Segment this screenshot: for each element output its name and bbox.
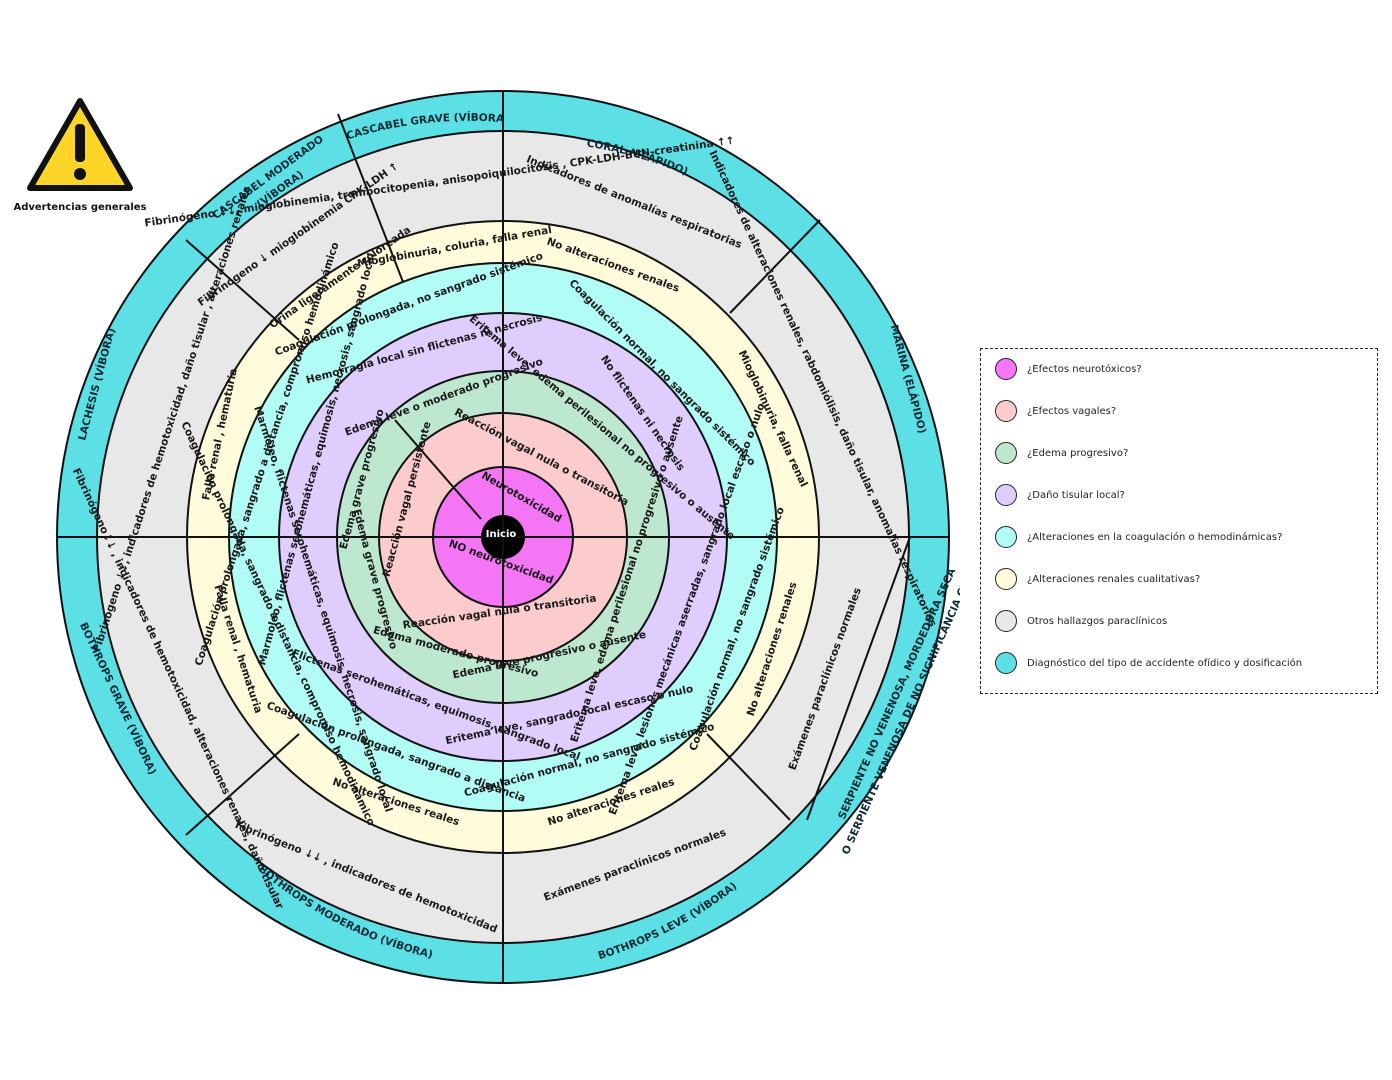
legend-swatch <box>995 358 1017 380</box>
legend-item: ¿Edema progresivo? <box>995 439 1128 467</box>
legend-swatch <box>995 610 1017 632</box>
warning-triangle-icon <box>27 98 133 191</box>
legend-text: Diagnóstico del tipo de accidente ofídic… <box>1027 657 1303 669</box>
warning-block[interactable]: Advertencias generales <box>10 96 150 213</box>
legend-swatch <box>995 400 1017 422</box>
legend-item: Otros hallazgos paraclínicos <box>995 607 1167 635</box>
center-label: Inicio <box>486 529 517 540</box>
legend-item: Diagnóstico del tipo de accidente ofídic… <box>995 649 1302 677</box>
legend: ¿Efectos neurotóxicos? ¿Efectos vagales?… <box>980 348 1378 694</box>
legend-text: ¿Alteraciones renales cualitativas? <box>1027 573 1201 585</box>
legend-item: ¿Efectos vagales? <box>995 397 1116 425</box>
legend-swatch <box>995 568 1017 590</box>
legend-item: ¿Daño tisular local? <box>995 481 1125 509</box>
legend-swatch <box>995 484 1017 506</box>
legend-item: ¿Alteraciones en la coagulación o hemodi… <box>995 523 1282 551</box>
legend-swatch <box>995 652 1017 674</box>
legend-text: Otros hallazgos paraclínicos <box>1027 615 1168 627</box>
legend-text: ¿Daño tisular local? <box>1027 489 1125 501</box>
legend-item: ¿Efectos neurotóxicos? <box>995 355 1142 383</box>
legend-text: ¿Alteraciones en la coagulación o hemodi… <box>1027 531 1283 543</box>
decision-wheel: Inicio Neurotoxicidad NO neurotoxicidad … <box>0 0 960 984</box>
legend-swatch <box>995 526 1017 548</box>
legend-text: ¿Efectos vagales? <box>1027 405 1117 417</box>
legend-item: ¿Alteraciones renales cualitativas? <box>995 565 1200 593</box>
warning-label: Advertencias generales <box>13 202 147 213</box>
legend-text: ¿Efectos neurotóxicos? <box>1027 363 1142 375</box>
legend-swatch <box>995 442 1017 464</box>
legend-text: ¿Edema progresivo? <box>1027 447 1129 459</box>
